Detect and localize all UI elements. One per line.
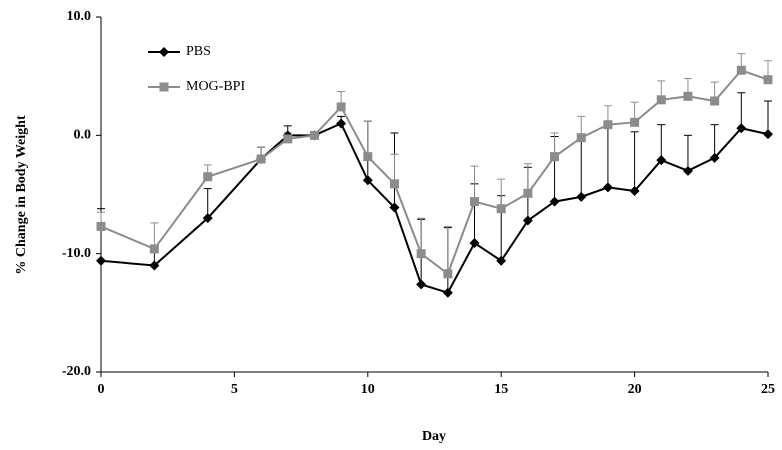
data-point <box>389 179 399 189</box>
data-point <box>522 215 533 226</box>
data-point <box>576 191 587 202</box>
data-point <box>736 65 746 75</box>
data-point <box>96 221 106 231</box>
y-tick-label: -20.0 <box>62 364 91 379</box>
series-line <box>100 69 769 276</box>
data-point <box>763 75 773 85</box>
data-point <box>710 96 720 106</box>
legend-label: PBS <box>186 44 211 59</box>
data-point <box>470 197 480 207</box>
data-point <box>736 123 747 134</box>
y-tick-label: -10.0 <box>62 246 91 261</box>
data-point <box>389 202 400 213</box>
data-point <box>203 172 213 182</box>
data-point <box>149 260 160 271</box>
x-tick-label: 5 <box>231 382 238 397</box>
data-point <box>336 102 346 112</box>
data-point <box>709 152 720 163</box>
data-point <box>362 175 373 186</box>
data-point <box>682 165 693 176</box>
data-point <box>523 188 533 198</box>
data-point <box>442 287 453 298</box>
data-point <box>629 185 640 196</box>
data-point <box>256 154 266 164</box>
legend-marker <box>159 47 169 57</box>
y-axis-title: % Change in Body Weight <box>14 115 29 275</box>
data-point <box>656 95 666 105</box>
data-point <box>630 117 640 127</box>
x-tick-label: 0 <box>98 382 105 397</box>
data-point <box>149 244 159 254</box>
data-point <box>603 120 613 130</box>
data-point <box>416 249 426 259</box>
y-tick-label: 10.0 <box>67 9 92 24</box>
data-point <box>656 155 667 166</box>
x-axis-title: Day <box>422 429 446 444</box>
data-point <box>496 255 507 266</box>
data-point <box>283 134 293 144</box>
x-tick-label: 25 <box>761 382 775 397</box>
data-point <box>576 133 586 143</box>
data-point <box>336 118 347 129</box>
data-point <box>309 130 319 140</box>
legend-label: MOG-BPI <box>186 79 245 94</box>
data-point <box>602 182 613 193</box>
x-tick-label: 20 <box>628 382 642 397</box>
y-tick-label: 0.0 <box>74 128 92 143</box>
legend-marker <box>159 82 169 92</box>
data-point <box>96 255 106 266</box>
data-point <box>496 204 506 214</box>
data-point <box>363 152 373 162</box>
data-point <box>443 269 453 279</box>
data-point <box>763 129 773 140</box>
data-point <box>202 213 213 224</box>
series-line <box>100 122 769 294</box>
data-point <box>549 196 560 207</box>
data-point <box>469 238 480 249</box>
data-point <box>550 152 560 162</box>
x-tick-label: 15 <box>494 382 508 397</box>
x-tick-label: 10 <box>361 382 375 397</box>
data-point <box>683 91 693 101</box>
data-point <box>416 279 427 290</box>
